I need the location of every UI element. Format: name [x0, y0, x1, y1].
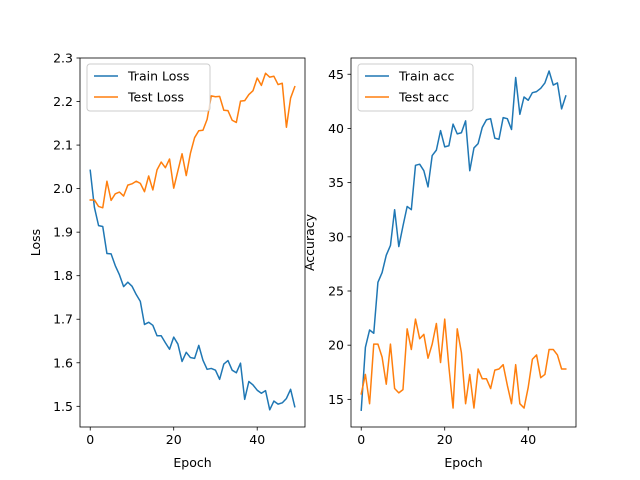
loss-panel: 0 20 40 1.5 1.6 1.7 1.8 1.9 2.0 2.1 2.2 2.3 Epoch Los…	[28, 51, 306, 470]
x-tick-label: 40	[520, 432, 536, 447]
series-line-test-acc	[360, 318, 567, 409]
axes-frame	[350, 57, 577, 428]
y-tick-label: 1.5	[53, 399, 73, 414]
legend-label: Train acc	[398, 69, 454, 84]
axes-frame	[79, 57, 306, 428]
y-tick-label: 1.9	[53, 225, 73, 240]
y-tick-label: 2.0	[53, 181, 73, 196]
y-tick-label: 45	[328, 67, 344, 82]
y-axis-label: Accuracy	[302, 213, 317, 271]
y-tick-label: 1.7	[53, 312, 73, 327]
accuracy-panel: 0 20 40 15 20 25 30 35 40 45 Epoch Accuracy Train ac…	[302, 57, 577, 470]
x-tick-label: 20	[437, 432, 453, 447]
y-tick-label: 25	[328, 283, 344, 298]
legend-label: Train Loss	[127, 69, 189, 84]
y-tick-label: 20	[328, 338, 344, 353]
x-axis-label: Epoch	[173, 455, 211, 470]
x-tick-label: 0	[357, 432, 365, 447]
series-line-train-loss	[89, 169, 296, 411]
y-axis-label: Loss	[28, 229, 43, 256]
y-tick-label: 30	[328, 229, 344, 244]
legend-label: Test acc	[398, 90, 449, 105]
y-tick-label: 1.8	[53, 268, 73, 283]
x-axis-label: Epoch	[444, 455, 482, 470]
x-tick-label: 0	[86, 432, 94, 447]
y-tick-label: 2.1	[53, 138, 73, 153]
x-tick-label: 20	[166, 432, 182, 447]
y-tick-label: 2.2	[53, 94, 73, 109]
y-tick-label: 40	[328, 121, 344, 136]
y-tick-label: 15	[328, 392, 344, 407]
y-tick-label: 2.3	[53, 51, 73, 66]
y-tick-label: 35	[328, 175, 344, 190]
x-tick-label: 40	[249, 432, 265, 447]
legend: Train Loss Test Loss	[86, 63, 211, 112]
series-line-train-acc	[360, 70, 567, 411]
series-line-test-loss	[89, 72, 296, 209]
legend: Train acc Test acc	[357, 63, 474, 112]
legend-label: Test Loss	[127, 90, 184, 105]
y-tick-label: 1.6	[53, 355, 73, 370]
